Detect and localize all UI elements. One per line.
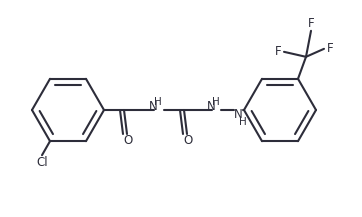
Text: H: H	[212, 97, 220, 107]
Text: F: F	[327, 42, 333, 55]
Text: N: N	[207, 100, 215, 112]
Text: H: H	[154, 97, 162, 107]
Text: O: O	[184, 135, 193, 148]
Text: Cl: Cl	[36, 156, 48, 169]
Text: N: N	[149, 100, 157, 112]
Text: F: F	[308, 17, 314, 30]
Text: N: N	[233, 107, 243, 120]
Text: F: F	[275, 45, 281, 58]
Text: O: O	[123, 135, 132, 148]
Text: H: H	[239, 117, 247, 127]
